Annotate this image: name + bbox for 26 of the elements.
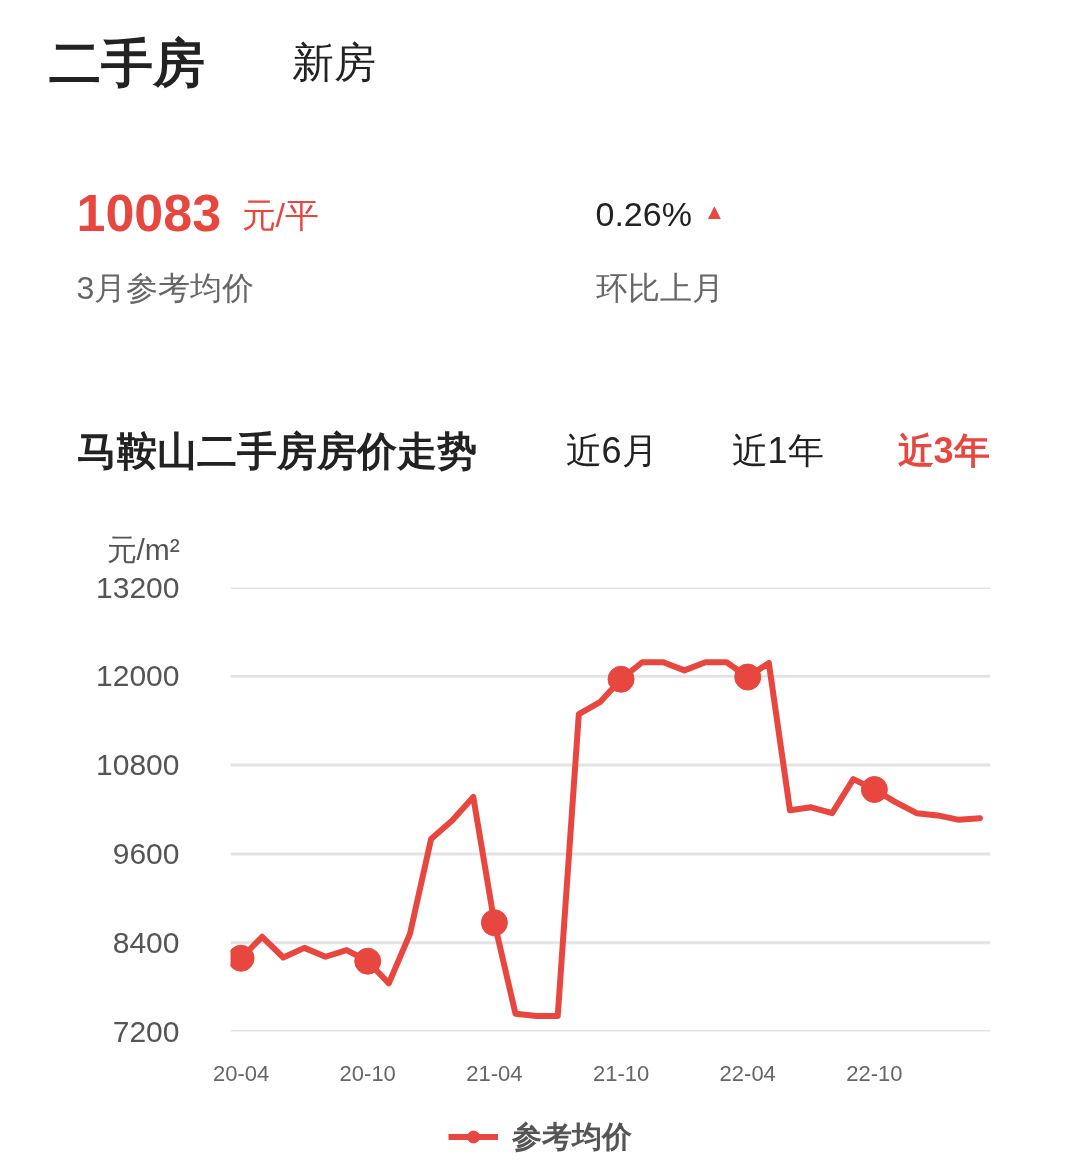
text: 新房	[291, 39, 376, 86]
y-tick-label: 7200	[112, 1014, 180, 1048]
legend-label: 参考均价	[512, 1118, 632, 1155]
x-tick-label: 22-10	[846, 1060, 903, 1086]
text: 二手房	[48, 33, 205, 92]
x-tick-label: 20-04	[212, 1060, 270, 1086]
x-tick-label: 20-10	[339, 1060, 396, 1086]
y-axis-title: 元/m²	[106, 533, 180, 566]
x-tick-label: 22-04	[719, 1060, 776, 1086]
y-tick-label: 10800	[96, 748, 180, 782]
text: 元/平	[241, 195, 319, 234]
text: 0.26%	[595, 194, 692, 233]
y-tick-label: 12000	[96, 659, 180, 693]
text: 近3年	[897, 430, 990, 471]
x-tick-label: 21-04	[466, 1060, 523, 1086]
chart-title: 马鞍山二手房房价走势	[76, 428, 477, 473]
text: 近6月	[565, 430, 658, 471]
y-tick-label: 9600	[112, 836, 180, 870]
y-tick-label: 8400	[112, 925, 180, 959]
text: 3月参考均价	[76, 269, 255, 306]
text: 环比上月	[595, 269, 724, 306]
text: 10083	[76, 183, 222, 242]
y-tick-label: 13200	[96, 570, 180, 604]
x-tick-label: 21-10	[592, 1060, 650, 1086]
text: 近1年	[731, 430, 824, 471]
text: ▲	[703, 199, 726, 224]
